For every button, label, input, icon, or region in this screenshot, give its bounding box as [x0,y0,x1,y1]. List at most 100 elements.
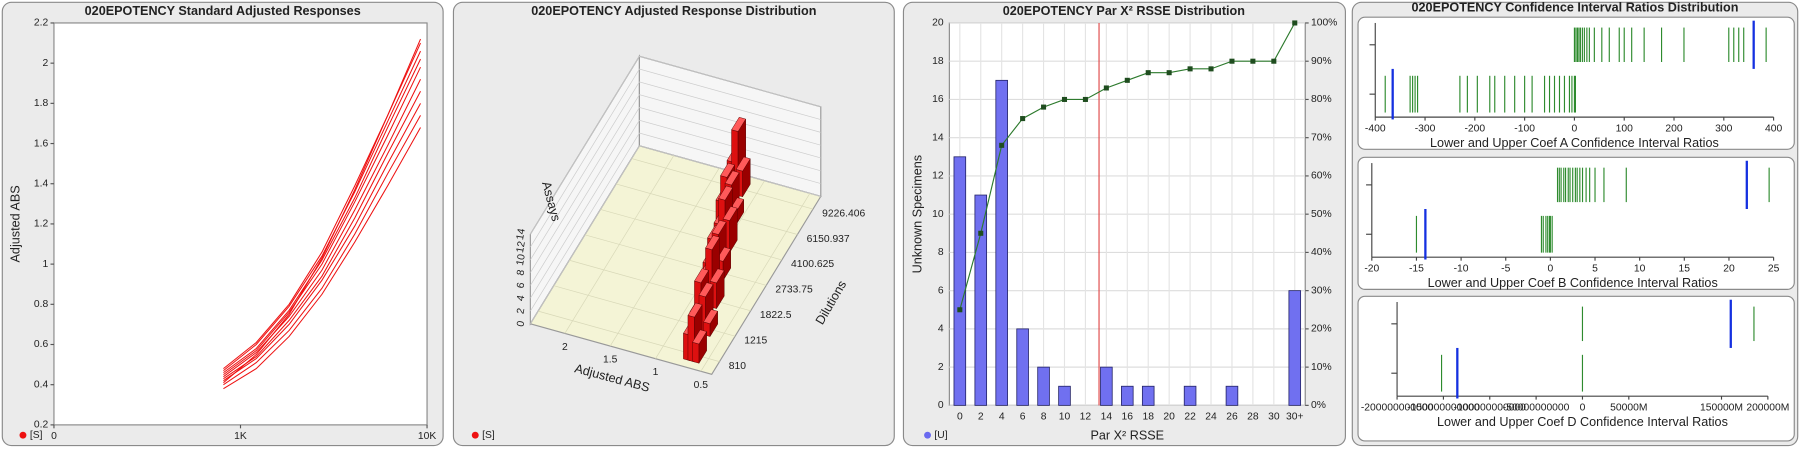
y-tick-label: 6150.937 [807,234,850,245]
x-tick-label: 30+ [1286,412,1304,423]
y-tick-label: 6 [938,285,944,296]
y2-tick-label: 80% [1311,94,1332,105]
x-tick-label: 26 [1226,412,1238,423]
response-line [223,103,421,382]
response-line [223,38,421,384]
grid-line [530,81,821,261]
grid-line [615,183,798,235]
y-tick-label: 0.2 [34,420,49,431]
cumulative-point [1020,116,1026,122]
grid-line [584,234,767,286]
bar-top [718,185,734,201]
y-tick-label: 1.4 [34,178,49,189]
cumulative-point [1229,58,1235,64]
x-tick-label: 50000M [1610,402,1647,413]
cumulative-point [1103,85,1109,91]
x-tick-label: -400 [1365,123,1386,134]
x-tick-label: 25 [1768,263,1780,274]
x-tick-label: -300 [1415,123,1436,134]
cumulative-point [1041,104,1047,110]
y2-tick-label: 50% [1311,209,1332,220]
bar [1121,385,1134,406]
x-tick-label: -150000000000 [1407,402,1480,413]
x-tick-label: -20 [1364,263,1379,274]
y-tick-label: 0 [938,400,944,411]
bar [1037,366,1050,406]
sub-panel [1357,156,1795,290]
response-line [223,115,421,386]
sub-panel [1357,16,1795,150]
x-axis-label: Lower and Upper Coef B Confidence Interv… [1428,276,1718,290]
x-tick-label: 10 [1634,263,1646,274]
bar [1100,366,1113,406]
grid-line [530,132,821,312]
response-line [223,127,421,390]
cumulative-point [1124,77,1130,83]
y-tick-label: 0.6 [34,339,49,350]
y2-tick-label: 40% [1311,247,1332,258]
bar [1288,290,1302,406]
y-tick-label: 16 [932,94,944,105]
y-tick-label: 9226.406 [822,208,865,219]
grid-line [530,107,821,286]
x-axis-label: Par X² RSSE [1091,429,1165,443]
x-tick-label: 5 [1592,263,1598,274]
x-tick-label: 200 [1665,123,1682,134]
z-tick-label: 2 [515,307,527,315]
y-tick-label: 0.4 [34,379,49,390]
x-tick-label: 1 [653,367,659,378]
bar [1225,385,1239,406]
y2-tick-label: 90% [1311,56,1332,67]
y-tick-label: 2733.75 [775,285,813,296]
response-line [223,66,421,376]
cumulative-point [999,142,1005,148]
sub-panel [1357,295,1795,442]
bar-top [703,309,719,325]
bar-front [692,341,700,364]
bar [953,156,967,406]
z-tick-label: 14 [515,227,528,240]
y-axis-label: Adjusted ABS [8,185,22,262]
bar-top [698,282,714,298]
x-tick-label: 28 [1247,412,1259,423]
cumulative-point [1082,96,1088,102]
cumulative-point [1061,96,1068,102]
x-tick-label: 8 [1041,412,1047,423]
x-tick-label: -5 [1501,263,1510,274]
bar-top [687,302,703,318]
y2-tick-label: 70% [1311,132,1332,143]
cumulative-point [1271,58,1277,64]
legend-label: [S] [30,430,43,441]
y-tick-label: 2.2 [34,18,49,29]
grid-line [530,94,821,273]
legend-marker [19,431,27,439]
x-tick-label: 18 [1142,412,1154,423]
x-tick-label: 0 [1572,123,1578,134]
response-line [223,91,421,380]
response-line [223,58,421,374]
x-tick-label: 1K [234,431,247,442]
x-tick-label: 15 [1679,263,1691,274]
bar-top [722,206,738,221]
x-tick-label: 400 [1765,123,1782,134]
y-tick-label: 4 [938,324,944,335]
grid-line [530,55,821,235]
x-tick-label: 2 [562,342,568,353]
z-tick-label: 10 [515,253,528,266]
x-tick-label: -100 [1514,123,1535,134]
grid-line [530,119,821,299]
x-tick-label: 100 [1616,123,1633,134]
y-axis-label: Unknown Specimens [911,155,925,273]
y-tick-label: 4100.625 [791,259,834,270]
x-tick-label: -50000000000 [1503,402,1570,413]
cumulative-point [1166,70,1172,76]
cumulative-point [1208,66,1214,72]
x-tick-label: 20 [1723,263,1735,274]
chart-title: 020EPOTENCY Adjusted Response Distributi… [531,4,816,18]
y2-tick-label: 30% [1311,285,1332,296]
y-tick-label: 1 [42,259,48,270]
y-tick-label: 8 [938,247,944,258]
bar [692,329,708,365]
x-tick-label: 30 [1268,412,1280,423]
y-tick-label: 1822.5 [760,310,792,321]
